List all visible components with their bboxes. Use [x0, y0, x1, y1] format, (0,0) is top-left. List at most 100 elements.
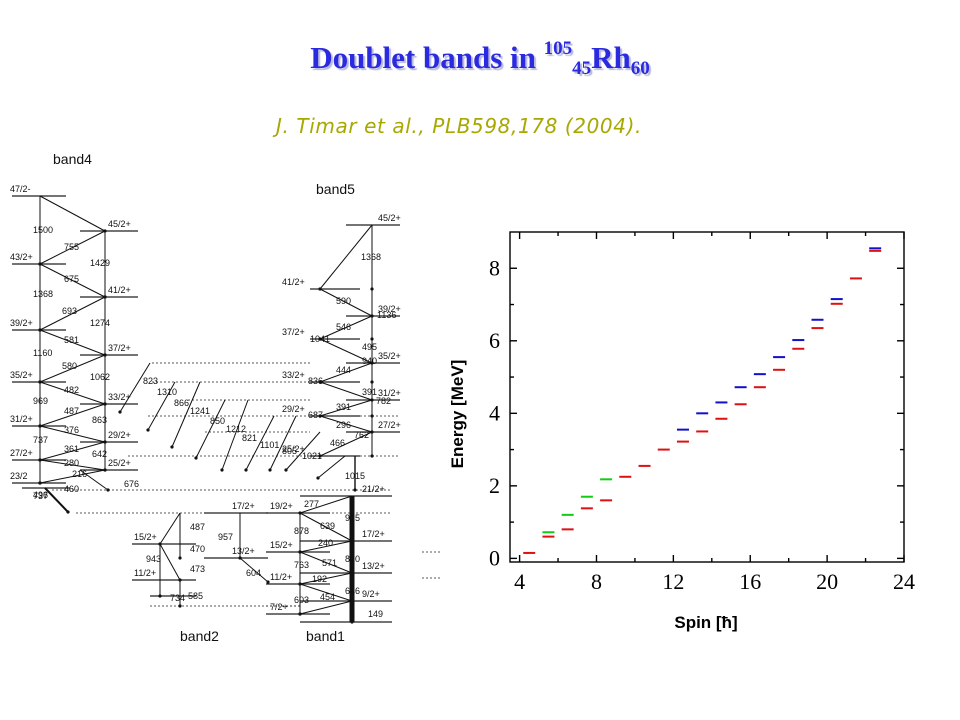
gamma-energy-label: 487	[64, 406, 79, 416]
band-label-band2: band2	[180, 628, 219, 644]
arrow-head	[178, 604, 182, 608]
level-spin-label: 25/2+	[282, 444, 305, 454]
gamma-arrow	[299, 512, 353, 542]
level-spin-label: 47/2-	[10, 184, 31, 194]
gamma-energy-label: 1241	[190, 406, 210, 416]
level-spin-label: 45/2+	[108, 219, 131, 229]
gamma-energy-label: 470	[190, 544, 205, 554]
gamma-energy-label: 482	[64, 385, 79, 395]
gamma-arrow	[319, 315, 373, 340]
gamma-energy-label: 604	[246, 568, 261, 578]
neutron-number: 60	[630, 58, 650, 79]
arrow-head	[370, 454, 374, 458]
level-spin-label: 37/2+	[108, 343, 131, 353]
gamma-energy-label: 969	[33, 396, 48, 406]
linking-arrow	[285, 431, 321, 471]
gamma-arrow	[319, 338, 373, 364]
gamma-energy-label: 1429	[90, 258, 110, 268]
gamma-energy-label: 280	[64, 458, 79, 468]
element-symbol: Rh	[591, 40, 631, 75]
gamma-arrow	[299, 572, 353, 585]
gamma-arrow	[39, 459, 106, 471]
linking-arrow	[147, 381, 176, 431]
gamma-arrow	[319, 381, 373, 401]
gamma-arrow	[39, 354, 106, 383]
gamma-energy-label: 444	[336, 365, 351, 375]
linking-arrow	[269, 415, 297, 471]
x-tick-label: 24	[893, 569, 915, 594]
gamma-energy-label: 1136	[377, 310, 396, 320]
gamma-energy-label: 546	[336, 322, 351, 332]
gamma-energy-label: 149	[368, 609, 383, 619]
level-spin-label: 33/2+	[108, 392, 131, 402]
gamma-arrow	[44, 487, 69, 513]
gamma-energy-label: 642	[92, 449, 107, 459]
gamma-arrow	[39, 263, 106, 298]
arrow-head	[158, 594, 162, 598]
level-spin-label: 17/2+	[232, 501, 255, 511]
x-tick-label: 4	[514, 569, 525, 594]
level-spin-label: 39/2+	[10, 318, 33, 328]
level-spin-label: 7/2+	[270, 602, 288, 612]
linking-arrow	[245, 415, 275, 471]
gamma-energy-label: 763	[294, 560, 309, 570]
gamma-energy-label: 496	[33, 490, 48, 500]
gamma-energy-label: 1274	[90, 318, 110, 328]
gamma-energy-label: 755	[64, 242, 79, 252]
level-spin-label: 13/2+	[232, 546, 255, 556]
level-spin-label: 11/2+	[270, 572, 292, 582]
level-spin-label: 31/2+	[10, 414, 33, 424]
x-tick-label: 8	[591, 569, 602, 594]
gamma-energy-label: 687	[308, 410, 323, 420]
arrow-head	[66, 510, 70, 514]
linking-arrow	[119, 362, 151, 413]
gamma-energy-label: 915	[345, 513, 360, 523]
gamma-arrow	[39, 403, 106, 427]
level-spin-label: 39/2+	[378, 304, 401, 314]
level-spin-label: 19/2+	[270, 501, 293, 511]
level-spin-label: 21/2+	[362, 484, 385, 494]
title-text: Doublet bands in	[310, 40, 544, 75]
level-spin-label: 41/2+	[108, 285, 131, 295]
gamma-arrow	[319, 415, 373, 433]
x-tick-label: 16	[739, 569, 761, 594]
gamma-arrow	[299, 495, 353, 514]
gamma-energy-label: 1212	[226, 424, 246, 434]
gamma-arrow	[39, 329, 106, 356]
gamma-energy-label: 361	[64, 444, 79, 454]
gamma-energy-label: 466	[330, 438, 345, 448]
band-label-band4: band4	[53, 151, 92, 167]
x-tick-label: 12	[662, 569, 684, 594]
gamma-energy-label: 639	[320, 521, 335, 531]
gamma-energy-label: 571	[322, 558, 337, 568]
plot-ticks	[510, 232, 905, 562]
gamma-arrow	[299, 600, 353, 615]
gamma-energy-label: 762	[354, 430, 369, 440]
gamma-arrow	[319, 362, 373, 383]
gamma-energy-label: 1021	[302, 451, 322, 461]
gamma-arrow	[39, 381, 106, 405]
level-spin-label: 37/2+	[282, 327, 305, 337]
arrow-head	[118, 410, 122, 414]
gamma-energy-label: 216	[72, 469, 87, 479]
gamma-energy-label: 1160	[33, 348, 52, 358]
level-spin-label: 33/2+	[282, 370, 305, 380]
gamma-energy-label: 391	[336, 402, 351, 412]
gamma-energy-label: 376	[64, 425, 79, 435]
arrow-head	[103, 468, 107, 472]
arrow-head	[268, 468, 272, 472]
x-tick-label: 20	[816, 569, 838, 594]
citation: J. Timar et al., PLB598,178 (2004).	[276, 114, 642, 138]
level-spin-label: 31/2+	[378, 388, 401, 398]
gamma-energy-label: 1015	[345, 471, 365, 481]
gamma-energy-label: 821	[242, 433, 257, 443]
gamma-arrow	[319, 224, 373, 290]
arrow-head	[220, 468, 224, 472]
y-tick-label: 6	[489, 328, 500, 353]
level-spin-label: 13/2+	[362, 561, 385, 571]
gamma-energy-label: 473	[190, 564, 205, 574]
gamma-energy-label: 240	[318, 538, 333, 548]
